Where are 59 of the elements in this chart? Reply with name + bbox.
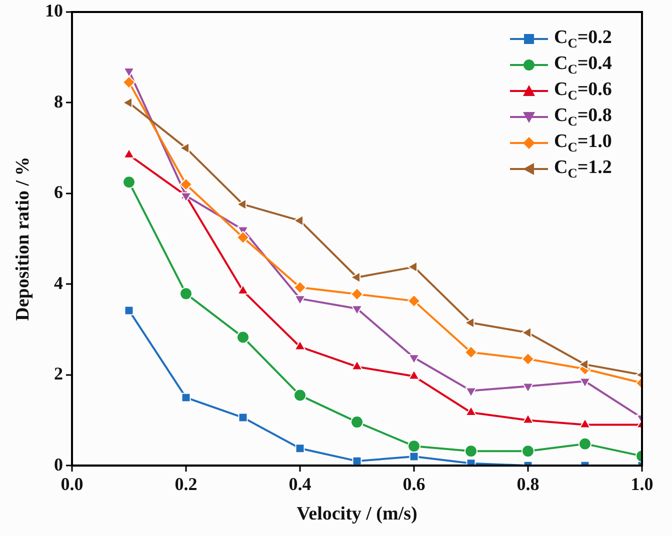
point xyxy=(294,214,304,226)
point xyxy=(351,360,363,370)
x-tick-label: 0.0 xyxy=(60,474,84,494)
point xyxy=(578,437,592,450)
point xyxy=(408,261,418,273)
point xyxy=(464,317,474,328)
point xyxy=(122,176,136,189)
legend-label: C$_{C}$=0.4 xyxy=(554,52,612,78)
y-tick-label: 0 xyxy=(54,454,63,474)
point xyxy=(236,330,250,344)
point xyxy=(181,392,191,402)
point xyxy=(180,287,192,300)
y-tick-label: 10 xyxy=(45,0,63,21)
point xyxy=(123,67,135,78)
point xyxy=(408,440,420,453)
point xyxy=(409,452,419,462)
point xyxy=(124,306,134,316)
point xyxy=(236,230,250,244)
legend-label: C$_{C}$=1.0 xyxy=(554,130,612,156)
point xyxy=(122,76,136,89)
point xyxy=(464,346,478,359)
point xyxy=(180,142,190,154)
point xyxy=(294,340,306,350)
y-tick-label: 2 xyxy=(54,364,63,384)
point xyxy=(122,97,132,108)
point xyxy=(579,418,591,428)
point xyxy=(578,358,588,370)
point xyxy=(465,406,477,416)
x-tick-label: 0.8 xyxy=(516,474,540,494)
point xyxy=(236,198,246,210)
point xyxy=(295,444,305,454)
point xyxy=(238,412,248,422)
point xyxy=(522,327,532,338)
y-tick-label: 6 xyxy=(54,182,63,202)
point xyxy=(294,388,306,402)
legend-label: C$_{C}$=0.8 xyxy=(554,104,612,130)
point xyxy=(522,414,534,424)
x-tick-label: 1.0 xyxy=(630,474,654,494)
point xyxy=(180,192,192,202)
y-tick-label: 8 xyxy=(54,91,63,112)
point xyxy=(408,370,420,380)
point xyxy=(350,416,364,429)
point xyxy=(522,444,534,458)
x-tick-label: 0.6 xyxy=(402,474,426,494)
point xyxy=(180,178,192,191)
point xyxy=(522,352,534,366)
legend-label: C$_{C}$=0.2 xyxy=(554,26,612,52)
point xyxy=(350,272,360,284)
point xyxy=(408,294,420,308)
x-axis-title: Velocity / (m/s) xyxy=(296,504,418,525)
legend-label: C$_{C}$=0.6 xyxy=(554,78,612,104)
x-tick-label: 0.2 xyxy=(174,474,198,494)
point xyxy=(350,288,364,301)
y-tick-label: 4 xyxy=(54,272,63,293)
legend-label: C$_{C}$=1.2 xyxy=(554,156,612,182)
point xyxy=(464,444,478,458)
y-axis-title: Deposition ratio / % xyxy=(12,156,34,321)
point xyxy=(294,280,306,294)
x-tick-label: 0.4 xyxy=(288,474,312,494)
